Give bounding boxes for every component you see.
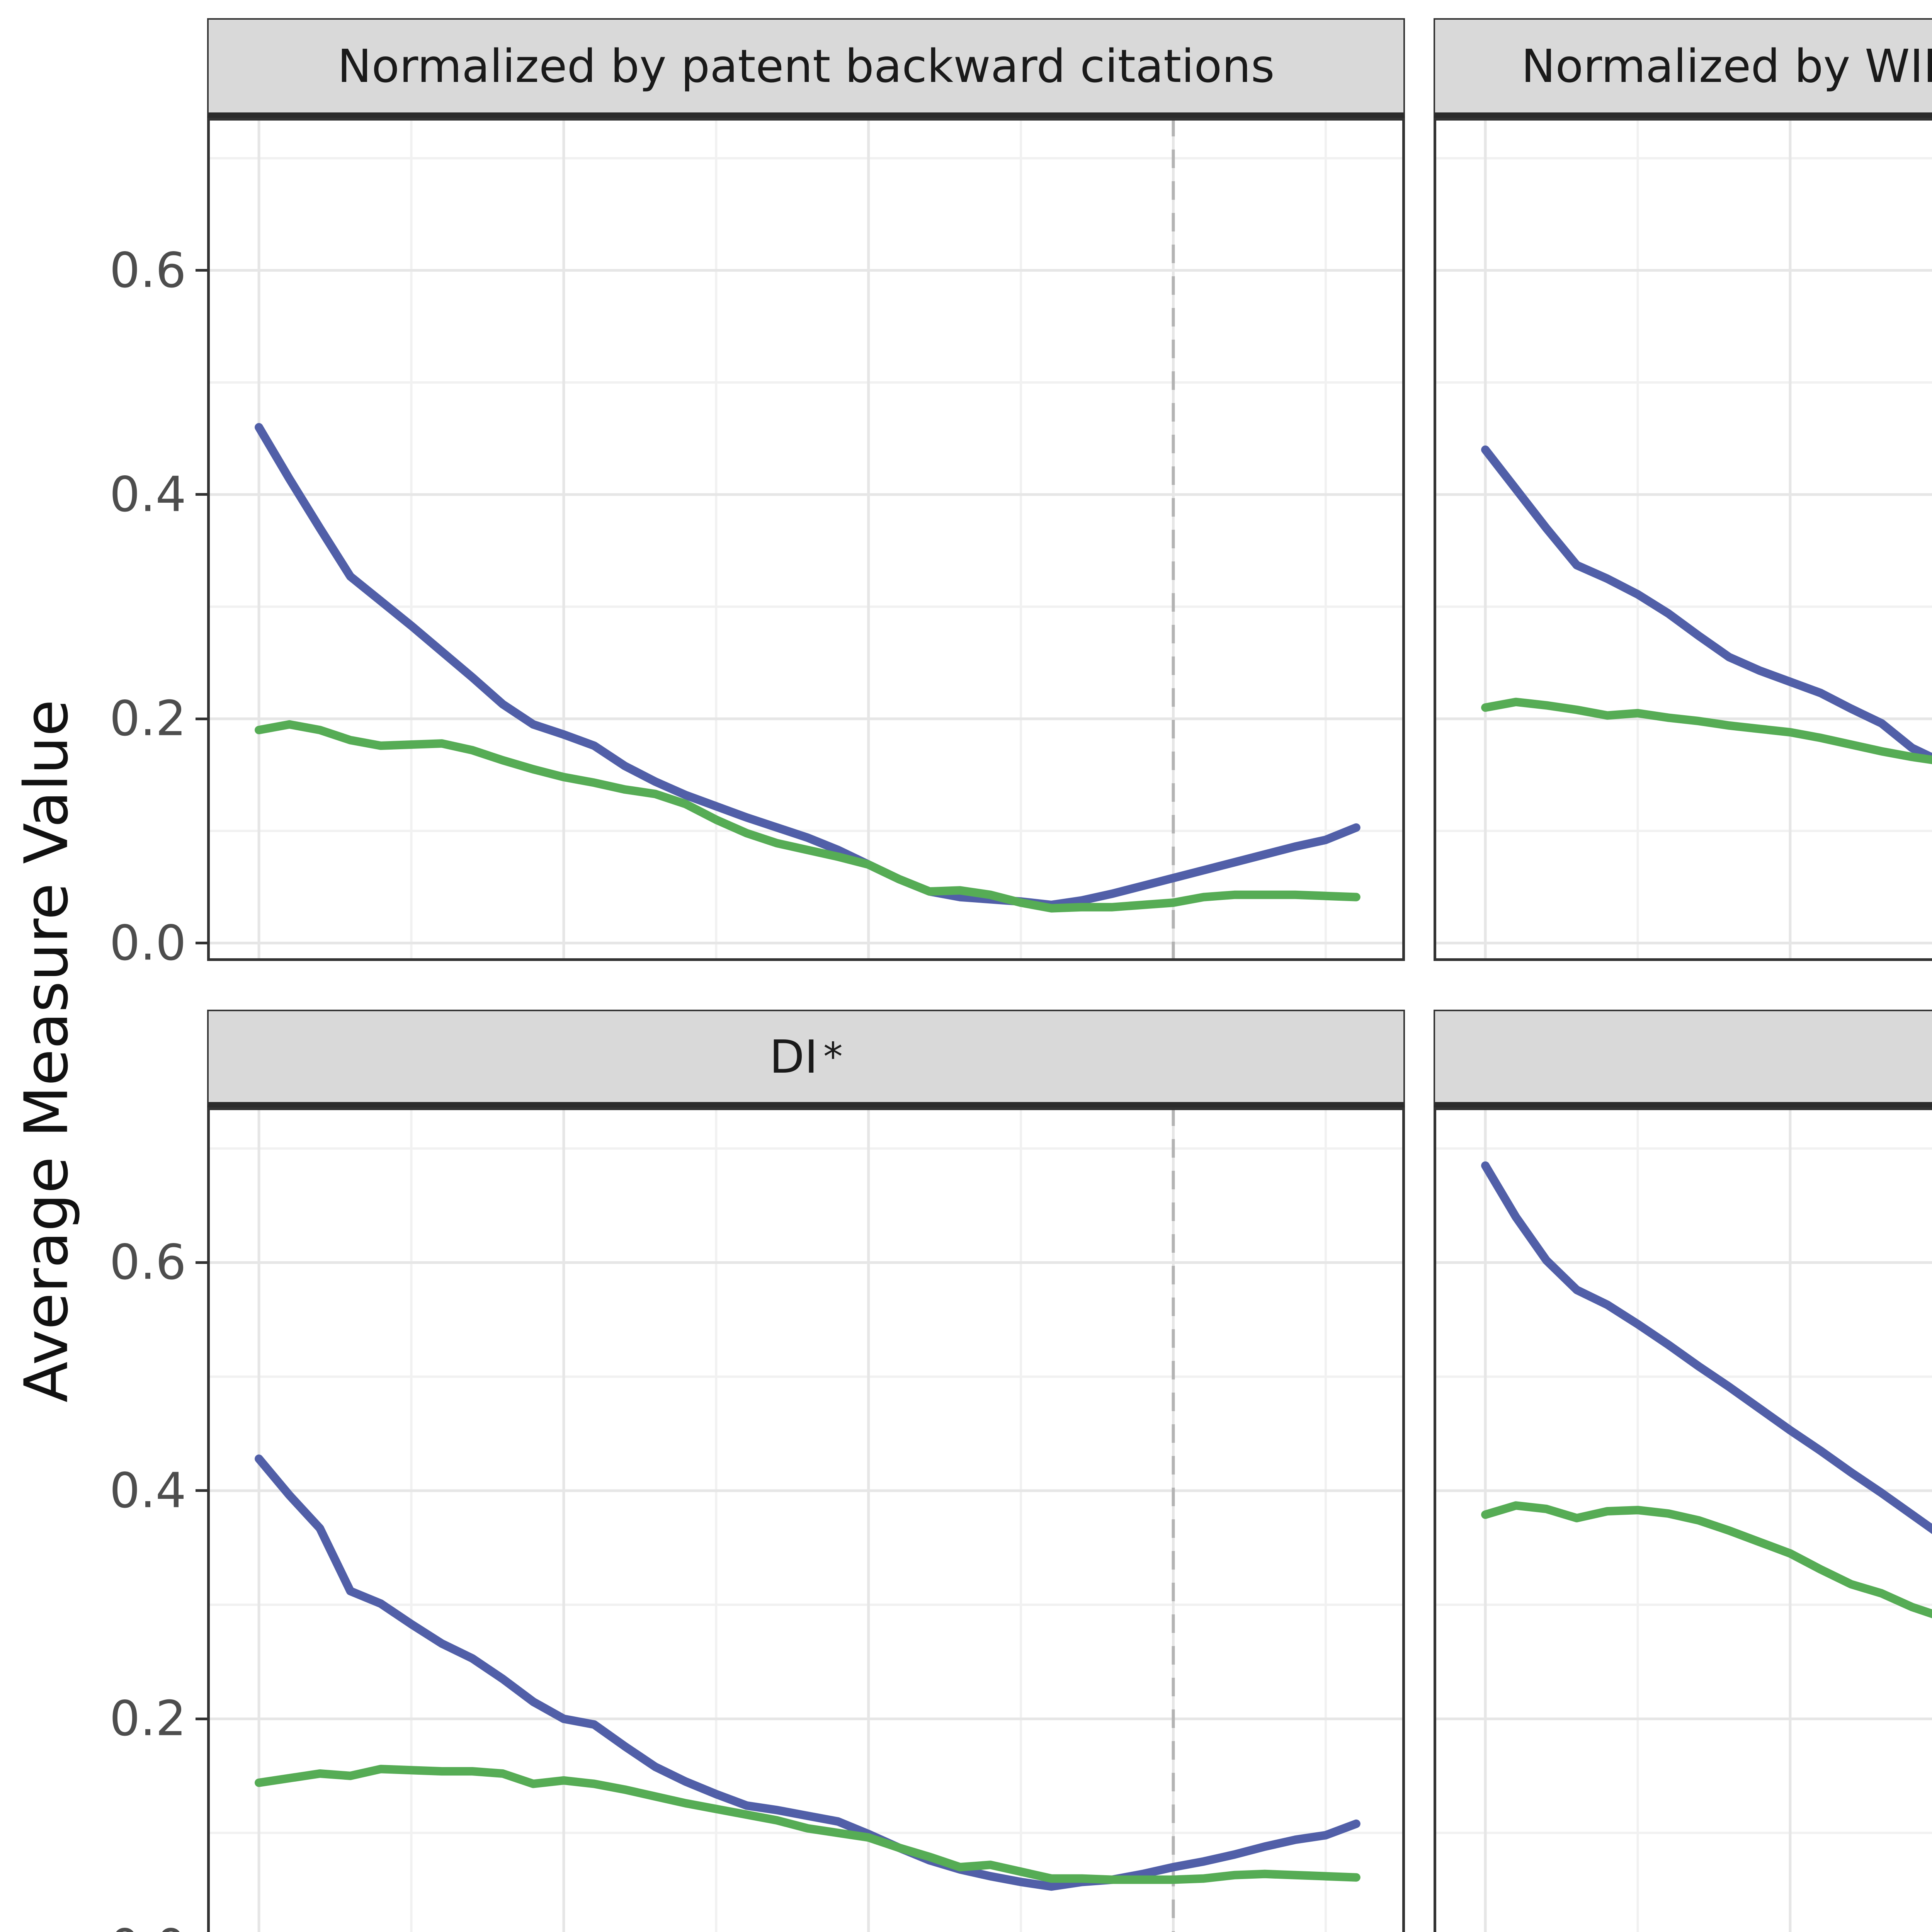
facet-strip-wipo-backward: Normalized by WIPO field backward citati…: [1434, 18, 1932, 118]
y-tick-mark-left: [196, 942, 207, 945]
facet-strip-patent-backward: Normalized by patent backward citations: [207, 18, 1405, 118]
y-tick-label-left: 0.6: [109, 242, 186, 299]
series-line-no-truncation: [1481, 697, 1932, 764]
series-line-park: [255, 423, 1361, 909]
y-axis-title-left: Average Measure Value: [11, 699, 82, 1403]
panel-wipo-backward: [1434, 118, 1932, 961]
y-tick-label-left: 0.0: [20, 1919, 186, 1932]
y-tick-label-left: 0.2: [109, 1690, 186, 1747]
panel-border: [1434, 1107, 1932, 1932]
y-tick-mark-left: [196, 269, 207, 272]
y-tick-mark-left: [196, 1717, 207, 1720]
y-tick-label-left: 0.6: [109, 1234, 186, 1291]
facet-title-sup: *: [823, 1034, 843, 1079]
y-tick-label-left: 0.4: [109, 1463, 186, 1519]
panel-patent-backward: [207, 118, 1405, 961]
panel-border: [207, 118, 1405, 961]
panel-border: [1434, 118, 1932, 961]
panel-di-star: [207, 1107, 1405, 1932]
y-tick-label-left: 0.0: [109, 915, 186, 971]
panel-border: [207, 1107, 1405, 1932]
series-line-no-truncation: [255, 1765, 1361, 1884]
facet-strip-di-nok: DInokl: [1434, 1010, 1932, 1107]
series-line-no-truncation: [1481, 1501, 1932, 1619]
y-tick-label-left: 0.2: [109, 690, 186, 747]
panel-di-nok: [1434, 1107, 1932, 1932]
facet-title-text: DI: [769, 1030, 818, 1083]
y-tick-mark-left: [196, 717, 207, 720]
y-tick-mark-left: [196, 1489, 207, 1492]
y-tick-mark-left: [196, 493, 207, 496]
series-line-park: [255, 1454, 1361, 1891]
facet-strip-di-star: DI *: [207, 1010, 1405, 1107]
series-line-park: [1481, 1161, 1932, 1534]
series-line-park: [1481, 445, 1932, 762]
y-tick-label-left: 0.4: [109, 466, 186, 523]
y-tick-mark-left: [196, 1261, 207, 1264]
series-line-no-truncation: [255, 720, 1361, 913]
